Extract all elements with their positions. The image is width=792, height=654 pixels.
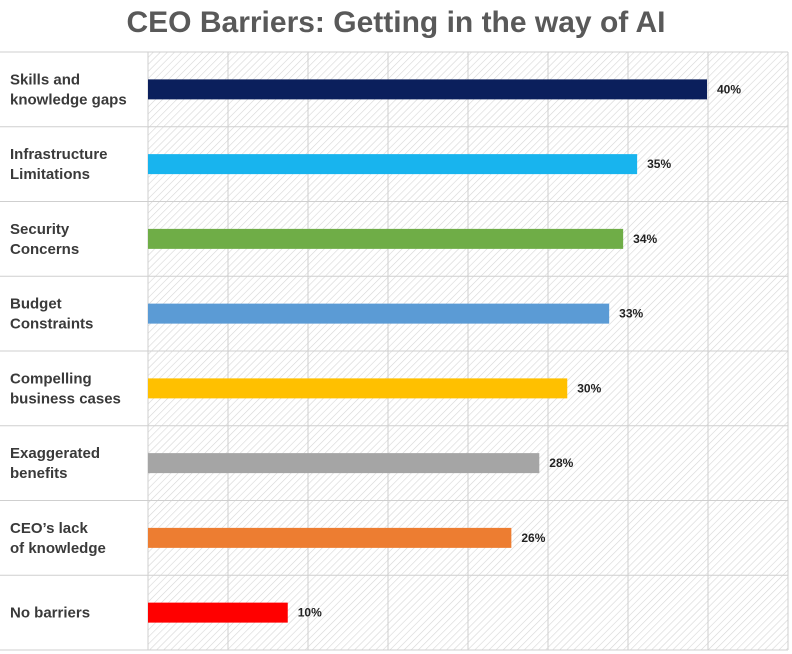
category-label: Budget Constraints bbox=[10, 296, 93, 333]
gridlines bbox=[0, 51, 789, 651]
bar bbox=[148, 228, 624, 249]
category-label: Skills and knowledge gaps bbox=[10, 71, 127, 108]
bar-value-label: 10% bbox=[298, 606, 322, 620]
category-label: Exaggerated benefits bbox=[10, 445, 100, 482]
bar-value-label: 30% bbox=[577, 381, 601, 395]
bars bbox=[148, 79, 707, 623]
chart-title: CEO Barriers: Getting in the way of AI bbox=[126, 6, 666, 39]
bar bbox=[148, 303, 610, 324]
bar-value-label: 40% bbox=[717, 82, 741, 96]
category-label: Compelling business cases bbox=[10, 370, 121, 407]
bar-value-label: 34% bbox=[633, 232, 657, 246]
category-label: No barriers bbox=[10, 605, 90, 622]
bar bbox=[148, 154, 638, 175]
bar-value-label: 28% bbox=[549, 456, 573, 470]
category-labels: Skills and knowledge gaps Infrastructure Li… bbox=[10, 71, 127, 621]
category-label: CEO’s lack of knowledge bbox=[10, 520, 106, 557]
bar bbox=[148, 602, 288, 623]
bar bbox=[148, 453, 540, 474]
category-label: Infrastructure Limitations bbox=[10, 146, 108, 183]
bar bbox=[148, 79, 707, 100]
bar-value-label: 26% bbox=[521, 531, 545, 545]
bar bbox=[148, 378, 568, 399]
bar-value-label: 33% bbox=[619, 307, 643, 321]
bar bbox=[148, 527, 512, 548]
category-label: Security Concerns bbox=[10, 221, 79, 258]
value-labels: 40% 35% 34% 33% 30% 28% 26% 10% bbox=[298, 82, 742, 619]
bar-value-label: 35% bbox=[647, 157, 671, 171]
